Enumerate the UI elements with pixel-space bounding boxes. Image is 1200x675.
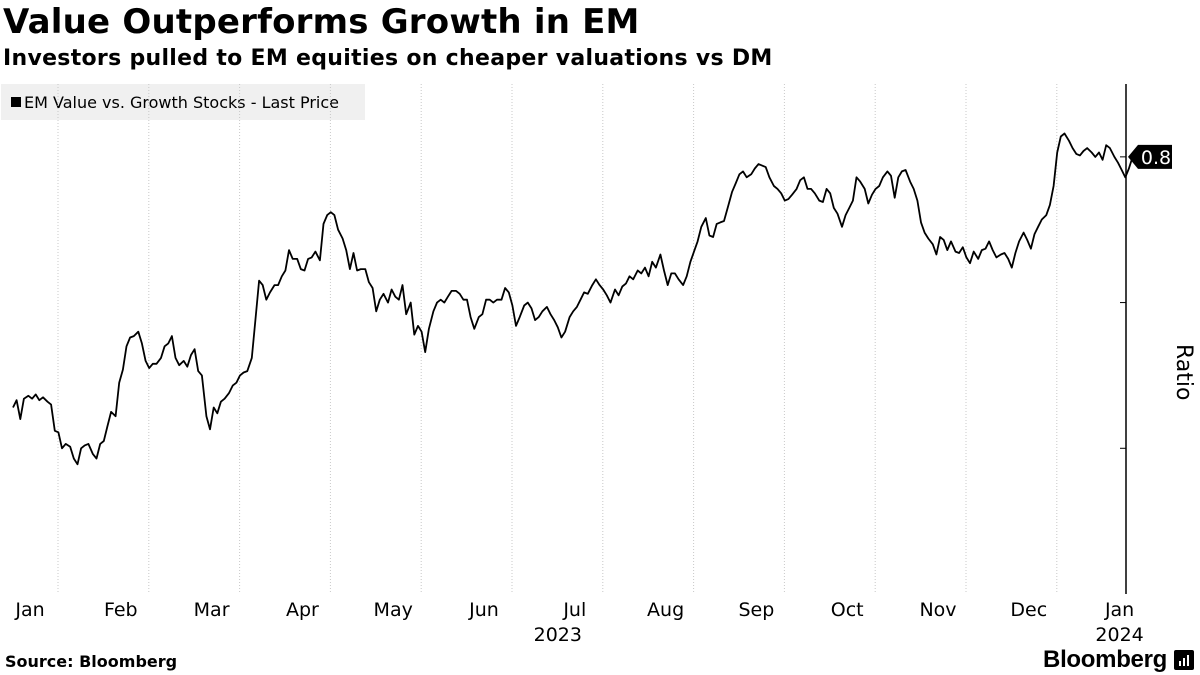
legend: EM Value vs. Growth Stocks - Last Price — [1, 84, 365, 120]
x-tick-label: Jun — [468, 599, 499, 621]
legend-swatch-icon — [11, 97, 21, 107]
x-year-label: 2024 — [1095, 624, 1143, 646]
series-line — [12, 132, 1134, 466]
x-tick-label: Dec — [1010, 599, 1047, 621]
x-tick-label: Feb — [104, 599, 138, 621]
y-axis-label: Ratio — [1171, 344, 1196, 401]
x-tick-label: Jan — [14, 599, 44, 621]
chart-title: Value Outperforms Growth in EM — [3, 2, 640, 42]
chart-subtitle: Investors pulled to EM equities on cheap… — [3, 46, 773, 71]
x-tick-label: Jan — [1104, 599, 1134, 621]
bloomberg-terminal-icon — [1174, 650, 1194, 670]
last-value-badge — [1128, 144, 1172, 169]
x-tick-label: Oct — [831, 599, 864, 621]
x-tick-label: May — [374, 599, 413, 621]
source-note: Source: Bloomberg — [5, 652, 178, 671]
x-year-label: 2023 — [534, 624, 582, 646]
brand-logo: Bloomberg — [1043, 646, 1167, 673]
x-tick-label: Nov — [919, 599, 956, 621]
legend-entry: EM Value vs. Growth Stocks - Last Price — [24, 92, 340, 112]
x-tick-label: Apr — [286, 599, 319, 621]
x-tick-label: Jul — [562, 599, 586, 621]
x-tick-label: Mar — [194, 599, 230, 621]
last-value-label: 0.8 — [1141, 147, 1171, 169]
x-tick-label: Sep — [738, 599, 774, 621]
x-tick-label: Aug — [647, 599, 684, 621]
